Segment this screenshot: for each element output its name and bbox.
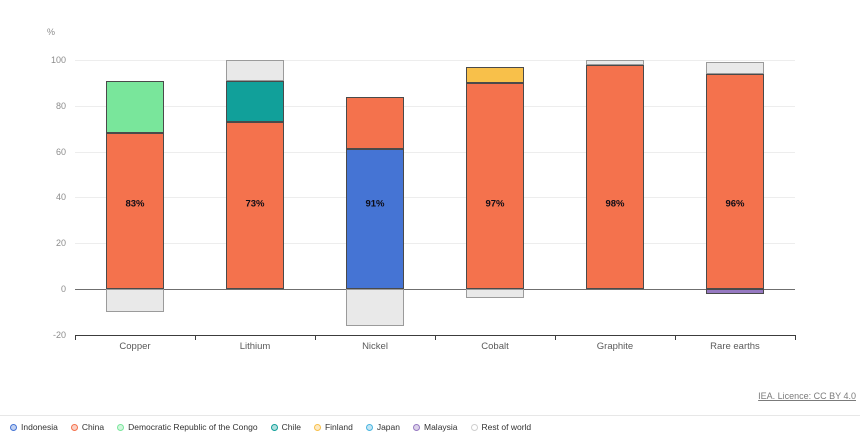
bar-segment-china[interactable] (706, 73, 764, 289)
bar-segment-finland[interactable] (466, 66, 524, 83)
legend-label: Finland (324, 422, 353, 432)
gridline (75, 151, 795, 153)
x-axis-tick (435, 334, 436, 340)
legend-marker-icon (117, 423, 125, 431)
legend-item-japan[interactable]: Japan (365, 422, 400, 432)
bar-total-label: 96% (725, 198, 745, 210)
x-axis-label: Lithium (239, 340, 271, 352)
x-axis-tick (75, 334, 76, 340)
x-axis-tick (675, 334, 676, 340)
legend-label: Rest of world (481, 422, 532, 432)
y-axis-tick-label: 20 (55, 238, 66, 249)
y-axis-tick-label: 40 (55, 192, 66, 203)
zero-baseline (75, 289, 795, 290)
bar-segment-china[interactable] (346, 96, 404, 150)
bar-segment-rest-of-world[interactable] (346, 289, 404, 326)
bar-total-label: 83% (125, 198, 145, 210)
bar-segment-chile[interactable] (226, 80, 284, 122)
legend-marker-icon (270, 423, 278, 431)
gridline (75, 105, 795, 107)
legend-label: Indonesia (21, 422, 58, 432)
legend-marker-icon (470, 423, 478, 431)
bar-segment-democratic-republic-of-the-congo[interactable] (106, 80, 164, 134)
y-axis-tick-label: 100 (50, 55, 66, 65)
x-axis-label: Rare earths (710, 340, 760, 352)
legend-item-rest-of-world[interactable]: Rest of world (470, 422, 532, 432)
bar-total-label: 73% (245, 198, 265, 210)
legend-item-finland[interactable]: Finland (313, 422, 353, 432)
divider-line (0, 415, 860, 416)
legend-label: China (81, 422, 105, 432)
legend: Indonesia China Democratic Republic of t… (10, 422, 531, 432)
x-axis-tick (795, 334, 796, 340)
y-axis-tick-label: 0 (60, 284, 66, 294)
gridline (75, 197, 795, 199)
x-axis-label: Graphite (596, 340, 634, 352)
x-axis-tick (555, 334, 556, 340)
footer: IEA. Licence: CC BY 4.0 (758, 391, 856, 401)
y-axis-tick-label: -20 (52, 329, 66, 340)
bar-total-label: 91% (365, 198, 385, 210)
bar-segment-rest-of-world[interactable] (586, 60, 644, 65)
x-axis-tick (315, 334, 316, 340)
legend-item-drc[interactable]: Democratic Republic of the Congo (117, 422, 258, 432)
x-axis-label: Nickel (362, 340, 388, 352)
bar-segment-rest-of-world[interactable] (226, 60, 284, 81)
legend-item-china[interactable]: China (70, 422, 105, 432)
y-axis-title: % (47, 27, 56, 37)
legend-item-malaysia[interactable]: Malaysia (413, 422, 458, 432)
legend-item-chile[interactable]: Chile (270, 422, 301, 432)
bar-segment-indonesia[interactable] (346, 149, 404, 289)
bar-segment-china[interactable] (106, 133, 164, 289)
bar-total-label: 97% (485, 198, 505, 210)
licence-link[interactable]: IEA. Licence: CC BY 4.0 (758, 391, 856, 401)
y-axis-tick-label: 60 (55, 146, 66, 157)
gridline (75, 60, 795, 61)
legend-marker-icon (70, 423, 78, 431)
bar-segment-china[interactable] (586, 64, 644, 289)
legend-marker-icon (365, 423, 373, 431)
legend-label: Democratic Republic of the Congo (128, 422, 258, 432)
y-axis-tick-label: 80 (55, 100, 66, 111)
legend-marker-icon (313, 423, 321, 431)
legend-marker-icon (10, 423, 17, 431)
bar-total-label: 98% (605, 198, 625, 210)
bar-segment-china[interactable] (226, 121, 284, 289)
legend-label: Japan (376, 422, 400, 432)
x-axis-tick (195, 334, 196, 340)
x-axis-label: Copper (119, 340, 151, 352)
legend-marker-icon (413, 423, 420, 431)
bar-segment-rest-of-world[interactable] (466, 289, 524, 299)
legend-item-indonesia[interactable]: Indonesia (10, 422, 58, 432)
bar-segment-malaysia[interactable] (706, 289, 764, 294)
legend-label: Chile (281, 422, 301, 432)
legend-label: Malaysia (424, 422, 458, 432)
x-axis-label: Cobalt (481, 340, 509, 352)
bar-segment-china[interactable] (466, 82, 524, 289)
gridline (75, 243, 795, 245)
bar-segment-rest-of-world[interactable] (106, 289, 164, 312)
bar-segment-rest-of-world[interactable] (706, 62, 764, 74)
